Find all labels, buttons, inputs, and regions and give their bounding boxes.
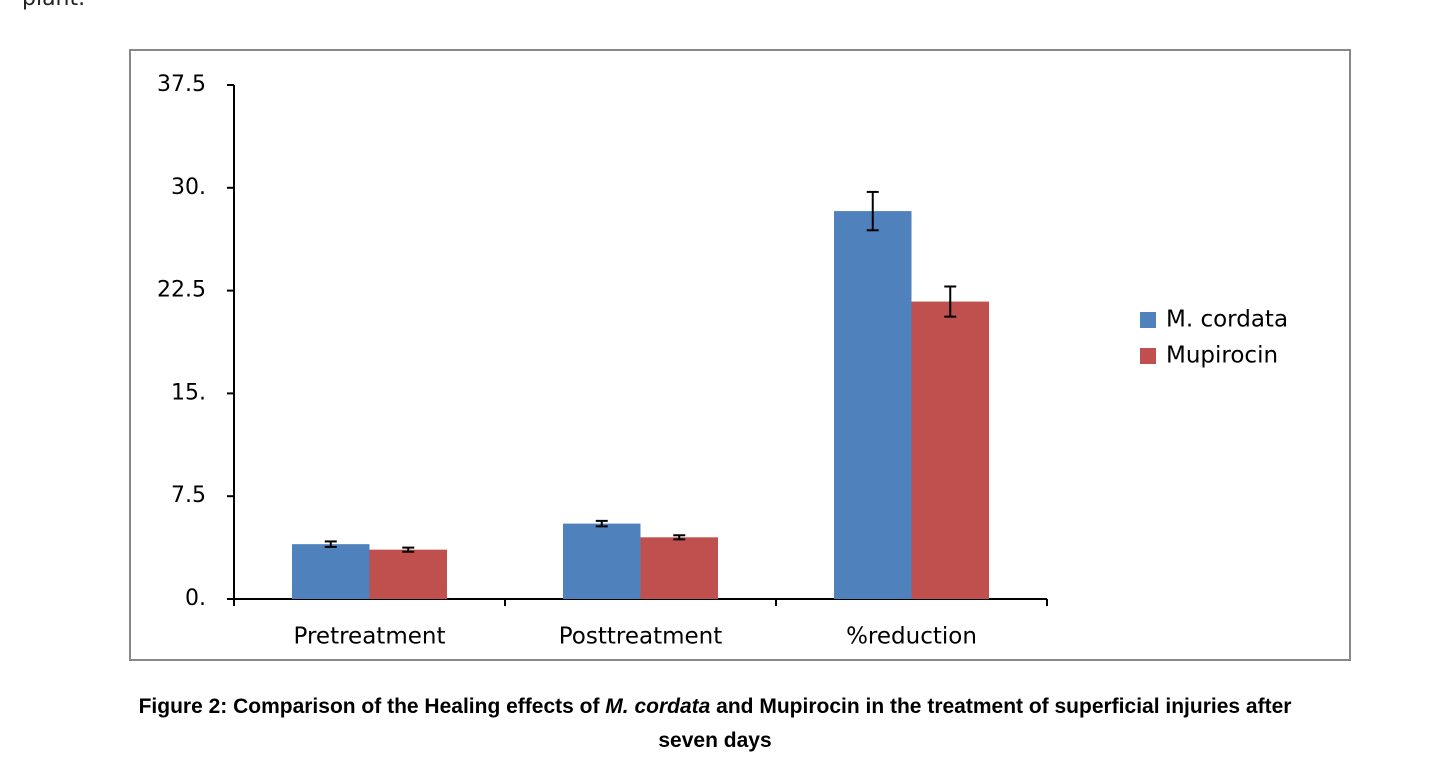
- y-tick-label: 22.5: [157, 278, 206, 303]
- x-tick-label: Posttreatment: [559, 624, 723, 650]
- error-bar: [402, 546, 415, 553]
- caption-text: seven days: [658, 729, 772, 752]
- body-text: plant.: [22, 0, 85, 11]
- y-tick-label: 0.: [185, 586, 206, 611]
- legend-label: Mupirocin: [1166, 343, 1278, 369]
- legend-swatch: [1140, 312, 1156, 328]
- error-bar: [595, 519, 608, 528]
- error-bar: [324, 540, 337, 548]
- x-tick-label: %reduction: [846, 624, 977, 650]
- x-tick-label: Pretreatment: [294, 624, 446, 650]
- y-tick-label: 7.5: [171, 483, 206, 508]
- bar: [292, 544, 370, 599]
- bar: [834, 211, 912, 600]
- error-bar: [866, 190, 879, 232]
- figure-caption: Figure 2: Comparison of the Healing effe…: [20, 690, 1410, 758]
- legend-swatch: [1140, 348, 1156, 364]
- caption-text: Figure 2: Comparison of the Healing effe…: [138, 695, 606, 718]
- y-tick-label: 15.: [171, 380, 206, 405]
- caption-text: and Mupirocin in the treatment of superf…: [710, 695, 1292, 718]
- error-bar: [944, 285, 957, 318]
- bar: [369, 549, 447, 599]
- y-tick-label: 37.5: [157, 72, 206, 97]
- bar: [640, 537, 718, 599]
- bar: [563, 523, 641, 599]
- bar: [911, 301, 989, 599]
- y-tick-label: 30.: [171, 175, 206, 200]
- caption-species: M. cordata: [605, 695, 711, 718]
- legend-label: M. cordata: [1166, 307, 1288, 333]
- chart: 0. 7.5 15. 22.5 30. 37.5 Pretreatment Posttreat…: [129, 49, 1351, 661]
- error-bar: [673, 534, 686, 541]
